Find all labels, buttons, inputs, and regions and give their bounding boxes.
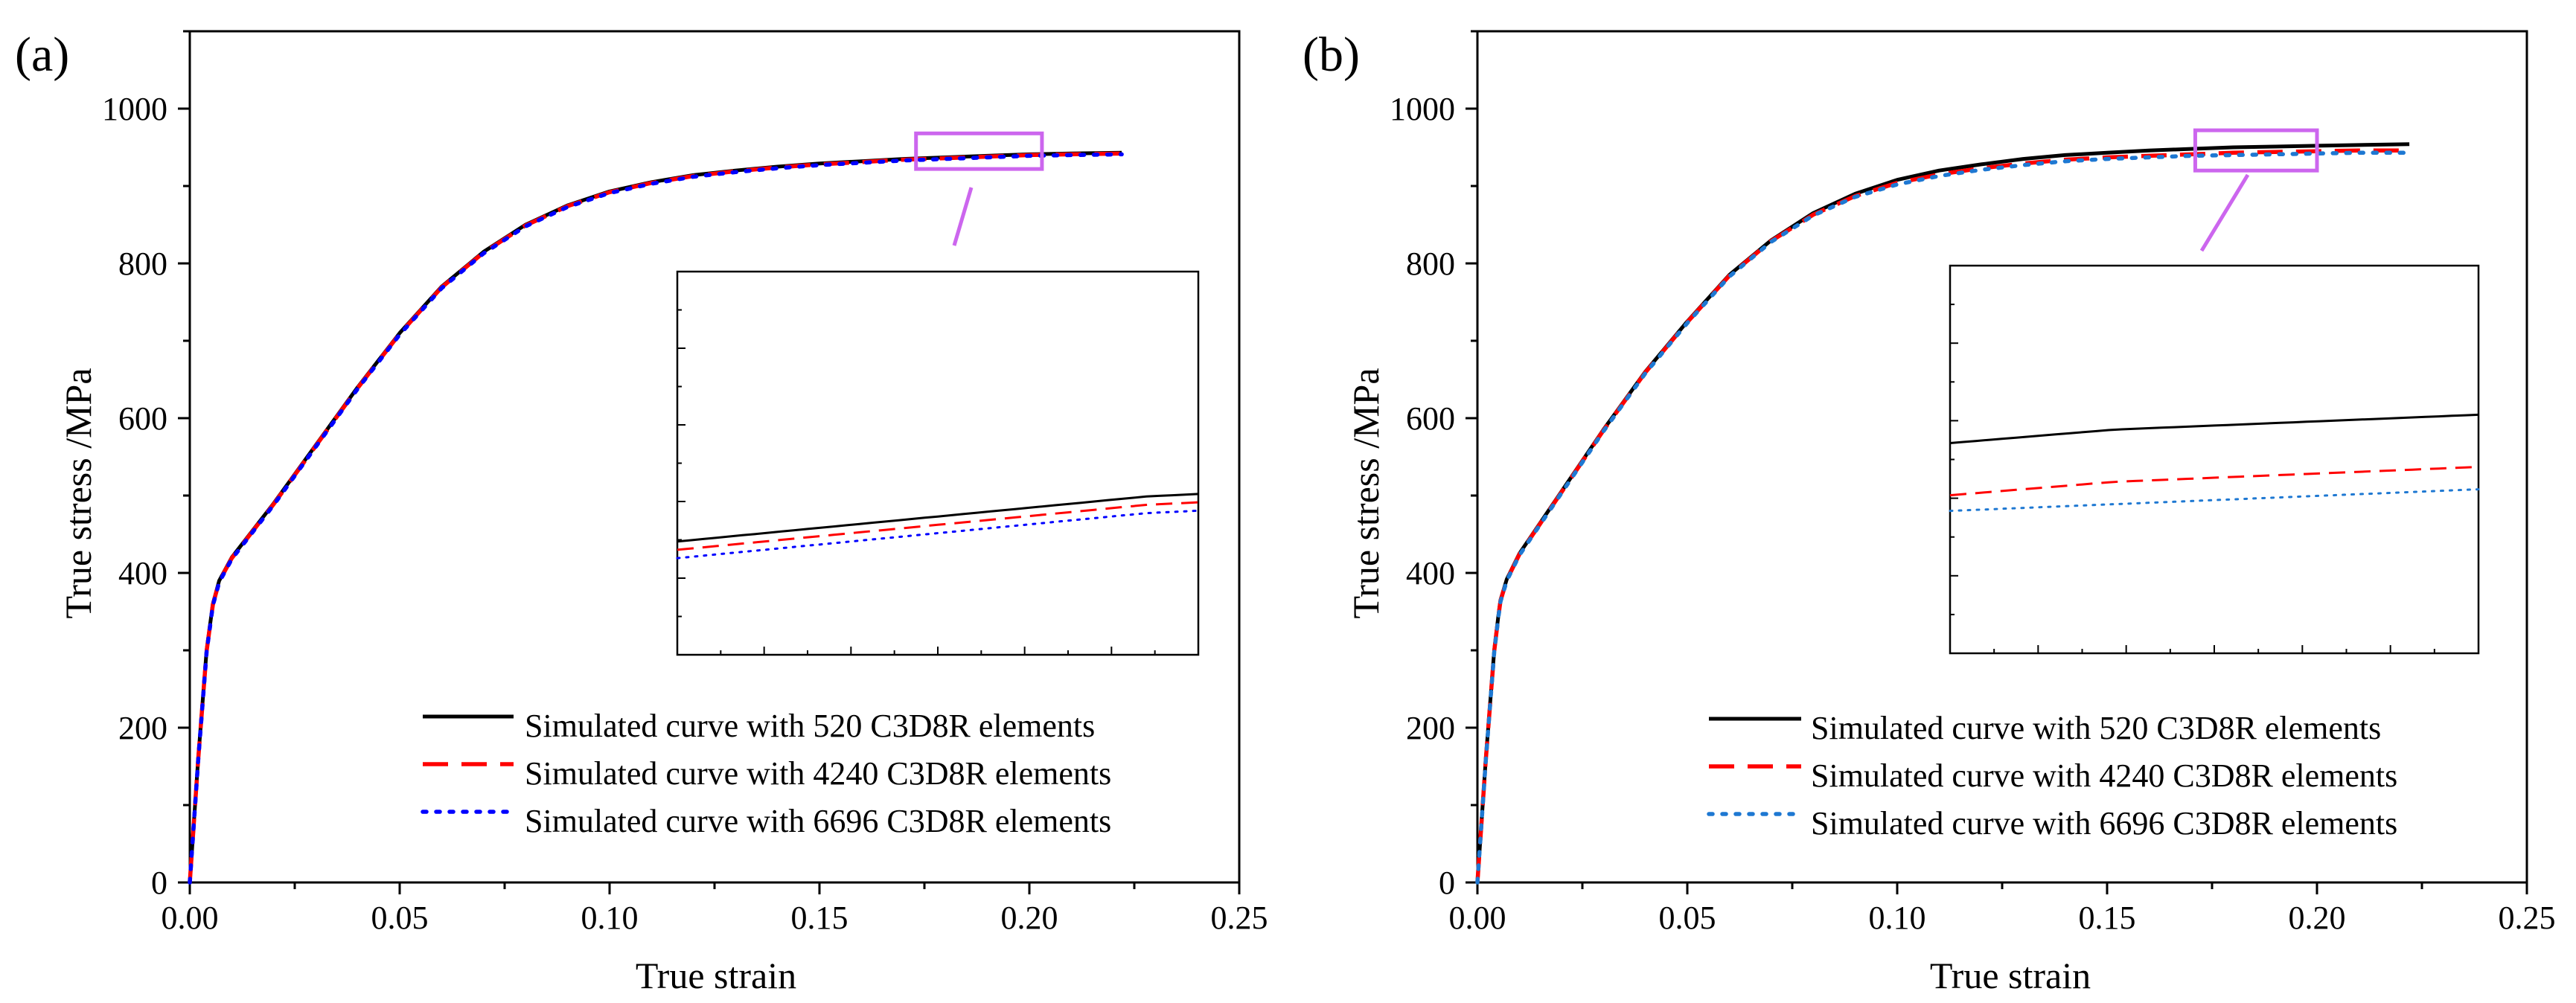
panel-b-x-tick-label: 0.15 [2079, 900, 2136, 936]
panel-b-x-tick-label: 0.20 [2289, 900, 2346, 936]
panel-b-legend: Simulated curve with 520 C3D8R elements … [1811, 710, 2397, 842]
panel-a-x-tick-label: 0.20 [1001, 900, 1058, 936]
panel-b-inset [1949, 264, 2480, 655]
panel-a-x-axis-title: True strain [636, 955, 796, 996]
panel-a-inset-series-520-line [677, 493, 1199, 543]
panel-a-y-tick-label: 600 [118, 400, 167, 437]
panel-b: (b) 0.00 0.05 0.10 0.15 0.20 0.25 0 200 400 600 80… [1303, 28, 2556, 996]
panel-a-x-tick-label: 0.05 [371, 900, 429, 936]
panel-b-series-4240-line [1475, 148, 2410, 883]
panel-a-legend-label-520: Simulated curve with 520 C3D8R elements [525, 708, 1095, 744]
panel-a-y-axis-title: True stress /MPa [57, 368, 99, 618]
panel-b-label: (b) [1303, 28, 1360, 82]
panel-a-x-tick-label: 0.10 [581, 900, 639, 936]
panel-b-inset-series-520-line [1949, 413, 2479, 444]
panel-a-inset [676, 270, 1200, 656]
panel-a-label: (a) [15, 28, 69, 82]
panel-b-x-tick-label: 0.00 [1449, 900, 1506, 936]
panel-b-inset-frame [1949, 264, 2480, 655]
panel-b-y-tick-label: 0 [1439, 865, 1455, 901]
panel-b-x-tick-label: 0.10 [1869, 900, 1926, 936]
panel-b-y-tick-label: 800 [1406, 246, 1455, 282]
panel-b-series-6696-line [1475, 150, 2412, 885]
panel-a-series-6696-line [188, 152, 1124, 885]
panel-b-zoom-connector [2199, 173, 2250, 252]
panel-a-legend-label-4240: Simulated curve with 4240 C3D8R elements [525, 755, 1111, 792]
panel-a: (a) 0.00 0.05 0.10 0.15 0.20 0.25 0 200 400 600 80… [15, 28, 1268, 996]
panel-b-y-tick-label: 400 [1406, 555, 1455, 592]
panel-a-y-tick-label: 400 [118, 555, 167, 592]
panel-a-inset-series-6696-line [676, 509, 1200, 560]
panel-b-legend-label-6696: Simulated curve with 6696 C3D8R elements [1811, 805, 2397, 842]
panel-b-legend-label-520: Simulated curve with 520 C3D8R elements [1811, 710, 2381, 746]
panel-b-x-tick-label: 0.25 [2499, 900, 2556, 936]
panel-b-plot-area: 0.00 0.05 0.10 0.15 0.20 0.25 0 200 400 600 800 100… [1390, 30, 2556, 936]
panel-a-y-tick-label: 0 [151, 865, 167, 901]
panel-b-x-axis-title: True strain [1930, 955, 2091, 996]
panel-a-plot-area: 0.00 0.05 0.10 0.15 0.20 0.25 0 200 400 600 800 100… [102, 30, 1268, 936]
panel-b-y-tick-label: 200 [1406, 710, 1455, 746]
panel-b-y-tick-label: 600 [1406, 400, 1455, 437]
panel-b-zoom-box [2193, 128, 2319, 173]
panel-a-x-tick-label: 0.00 [162, 900, 219, 936]
panel-a-x-tick-label: 0.25 [1211, 900, 1268, 936]
panel-b-inset-series-6696-line [1949, 488, 2480, 513]
panel-a-legend: Simulated curve with 520 C3D8R elements … [525, 708, 1111, 839]
panel-b-legend-label-4240: Simulated curve with 4240 C3D8R elements [1811, 757, 2397, 794]
panel-b-inset-series-4240-line [1949, 466, 2479, 497]
panel-a-y-tick-label: 1000 [102, 91, 167, 127]
panel-a-inset-series-4240-line [677, 501, 1199, 551]
panel-b-y-axis-title: True stress /MPa [1345, 368, 1387, 618]
panel-a-zoom-connector [952, 187, 974, 246]
panel-b-y-tick-label: 1000 [1390, 91, 1455, 127]
panel-a-inset-frame [676, 270, 1200, 656]
panel-a-x-tick-label: 0.15 [791, 900, 848, 936]
panel-b-x-tick-label: 0.05 [1659, 900, 1716, 936]
panel-a-y-tick-label: 200 [118, 710, 167, 746]
panel-a-zoom-box [914, 131, 1044, 171]
panel-a-y-tick-label: 800 [118, 246, 167, 282]
panel-a-legend-label-6696: Simulated curve with 6696 C3D8R elements [525, 803, 1111, 839]
